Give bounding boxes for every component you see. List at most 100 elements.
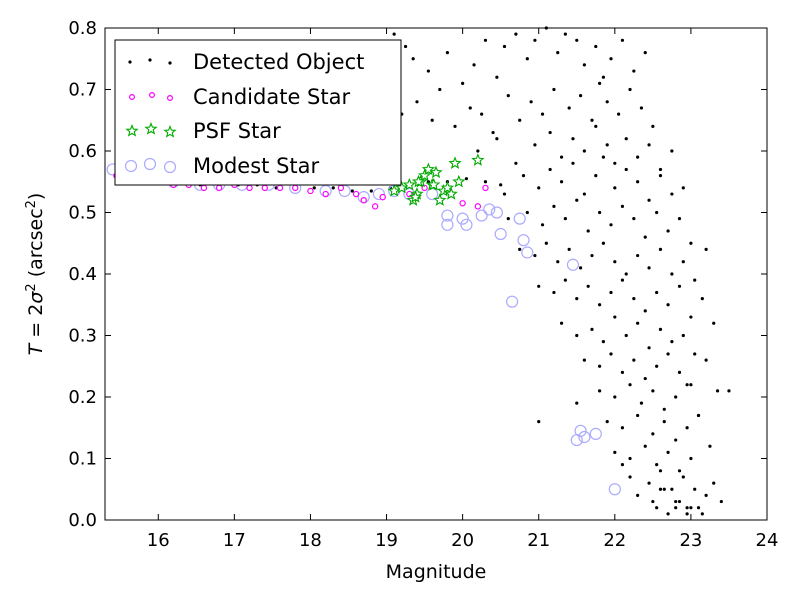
- detected-object-point: [529, 100, 533, 104]
- psf-star-point: [402, 177, 417, 191]
- x-tick-label: 24: [756, 530, 779, 551]
- detected-object-point: [537, 284, 541, 288]
- detected-object-point: [540, 112, 545, 116]
- modest-star-point: [521, 246, 534, 259]
- detected-object-point: [590, 253, 594, 258]
- legend: Detected Object Candidate Star PSF Star …: [114, 39, 402, 186]
- detected-object-point: [704, 247, 708, 251]
- modest-star-point: [441, 218, 454, 231]
- detected-object-point: [655, 506, 659, 510]
- detected-object-point: [597, 303, 602, 307]
- detected-object-point: [693, 352, 697, 356]
- modest-star-point: [513, 212, 526, 225]
- detected-object-point: [643, 376, 647, 381]
- modest-star-point: [441, 209, 454, 222]
- detected-object-point: [483, 180, 488, 184]
- detected-object-point: [411, 57, 415, 61]
- detected-object-point: [658, 487, 663, 491]
- detected-object-point: [567, 106, 571, 110]
- psf-star-point: [452, 174, 466, 188]
- legend-psf-star-icon: [125, 124, 139, 137]
- detected-object-point: [403, 44, 408, 49]
- detected-object-point: [476, 149, 480, 153]
- detected-object-point: [636, 155, 640, 159]
- psf-star-point: [433, 193, 447, 206]
- x-tick-label: 19: [375, 530, 398, 551]
- detected-object-point: [685, 506, 689, 510]
- detected-object-point: [685, 512, 689, 516]
- detected-object-point: [544, 241, 548, 245]
- detected-object-point: [655, 364, 659, 368]
- detected-object-point: [685, 383, 689, 387]
- detected-object-point: [647, 346, 651, 350]
- detected-object-point: [575, 198, 579, 202]
- legend-item-psf: PSF Star: [125, 119, 281, 143]
- detected-object-point: [480, 112, 484, 116]
- detected-object-point: [670, 340, 674, 344]
- detected-object-point: [582, 192, 586, 196]
- detected-object-point: [628, 456, 632, 461]
- detected-object-point: [613, 186, 617, 190]
- modest-star-point: [460, 218, 473, 231]
- modest-star-point: [578, 430, 591, 444]
- detected-object-point: [609, 290, 613, 295]
- detected-object-point: [464, 177, 469, 181]
- detected-object-point: [369, 189, 373, 193]
- detected-object-point: [594, 174, 598, 178]
- detected-object-point: [693, 278, 697, 282]
- detected-object-point: [666, 450, 670, 454]
- detected-object-point: [655, 290, 659, 295]
- detected-object-point: [685, 426, 689, 430]
- detected-object-point: [624, 333, 628, 338]
- detected-object-point: [636, 493, 640, 497]
- legend-psf-star-icon: [163, 125, 177, 138]
- modest-star-point: [574, 424, 587, 437]
- detected-object-point: [666, 229, 670, 233]
- detected-object-point: [647, 266, 651, 270]
- detected-object-point: [651, 432, 655, 436]
- detected-object-point: [636, 413, 640, 418]
- detected-object-point: [601, 75, 606, 79]
- detected-object-point: [651, 389, 655, 393]
- detected-object-point: [712, 481, 716, 485]
- detected-object-point: [563, 32, 567, 36]
- detected-object-point: [613, 161, 617, 165]
- detected-object-point: [651, 499, 655, 504]
- detected-object-point: [578, 94, 583, 98]
- detected-object-point: [597, 364, 602, 368]
- detected-object-point: [582, 149, 586, 153]
- detected-object-point: [594, 44, 598, 49]
- detected-object-point: [571, 161, 575, 165]
- detected-object-point: [548, 130, 552, 135]
- detected-object-point: [540, 223, 545, 227]
- detected-object-point: [605, 420, 609, 424]
- detected-object-point: [681, 260, 685, 264]
- detected-object-point: [575, 297, 579, 301]
- detected-object-point: [461, 81, 465, 85]
- y-tick-label: 0.0: [68, 510, 97, 531]
- detected-object-point: [586, 284, 590, 288]
- detected-object-point: [525, 57, 529, 61]
- detected-object-point: [681, 186, 685, 190]
- x-tick-label: 21: [527, 530, 550, 551]
- y-tick-label: 0.4: [68, 264, 97, 285]
- detected-object-point: [578, 266, 583, 270]
- detected-object-point: [639, 106, 644, 110]
- modest-star-point: [505, 295, 519, 308]
- detected-object-point: [571, 137, 575, 141]
- detected-object-point: [674, 506, 678, 510]
- detected-object-point: [472, 63, 476, 67]
- detected-object-point: [719, 499, 723, 504]
- detected-object-point: [586, 229, 590, 233]
- psf-star-point: [411, 174, 426, 188]
- x-tick-label: 18: [299, 530, 322, 551]
- candidate-star-point: [276, 184, 284, 192]
- detected-object-point: [632, 358, 636, 362]
- detected-object-point: [415, 100, 419, 104]
- detected-object-point: [677, 217, 682, 221]
- detected-object-point: [563, 278, 567, 282]
- detected-object-point: [453, 124, 457, 128]
- y-axis-label: T = 2σ2 (arcsec2): [24, 193, 48, 356]
- detected-object-point: [609, 352, 613, 356]
- detected-object-point: [499, 183, 503, 187]
